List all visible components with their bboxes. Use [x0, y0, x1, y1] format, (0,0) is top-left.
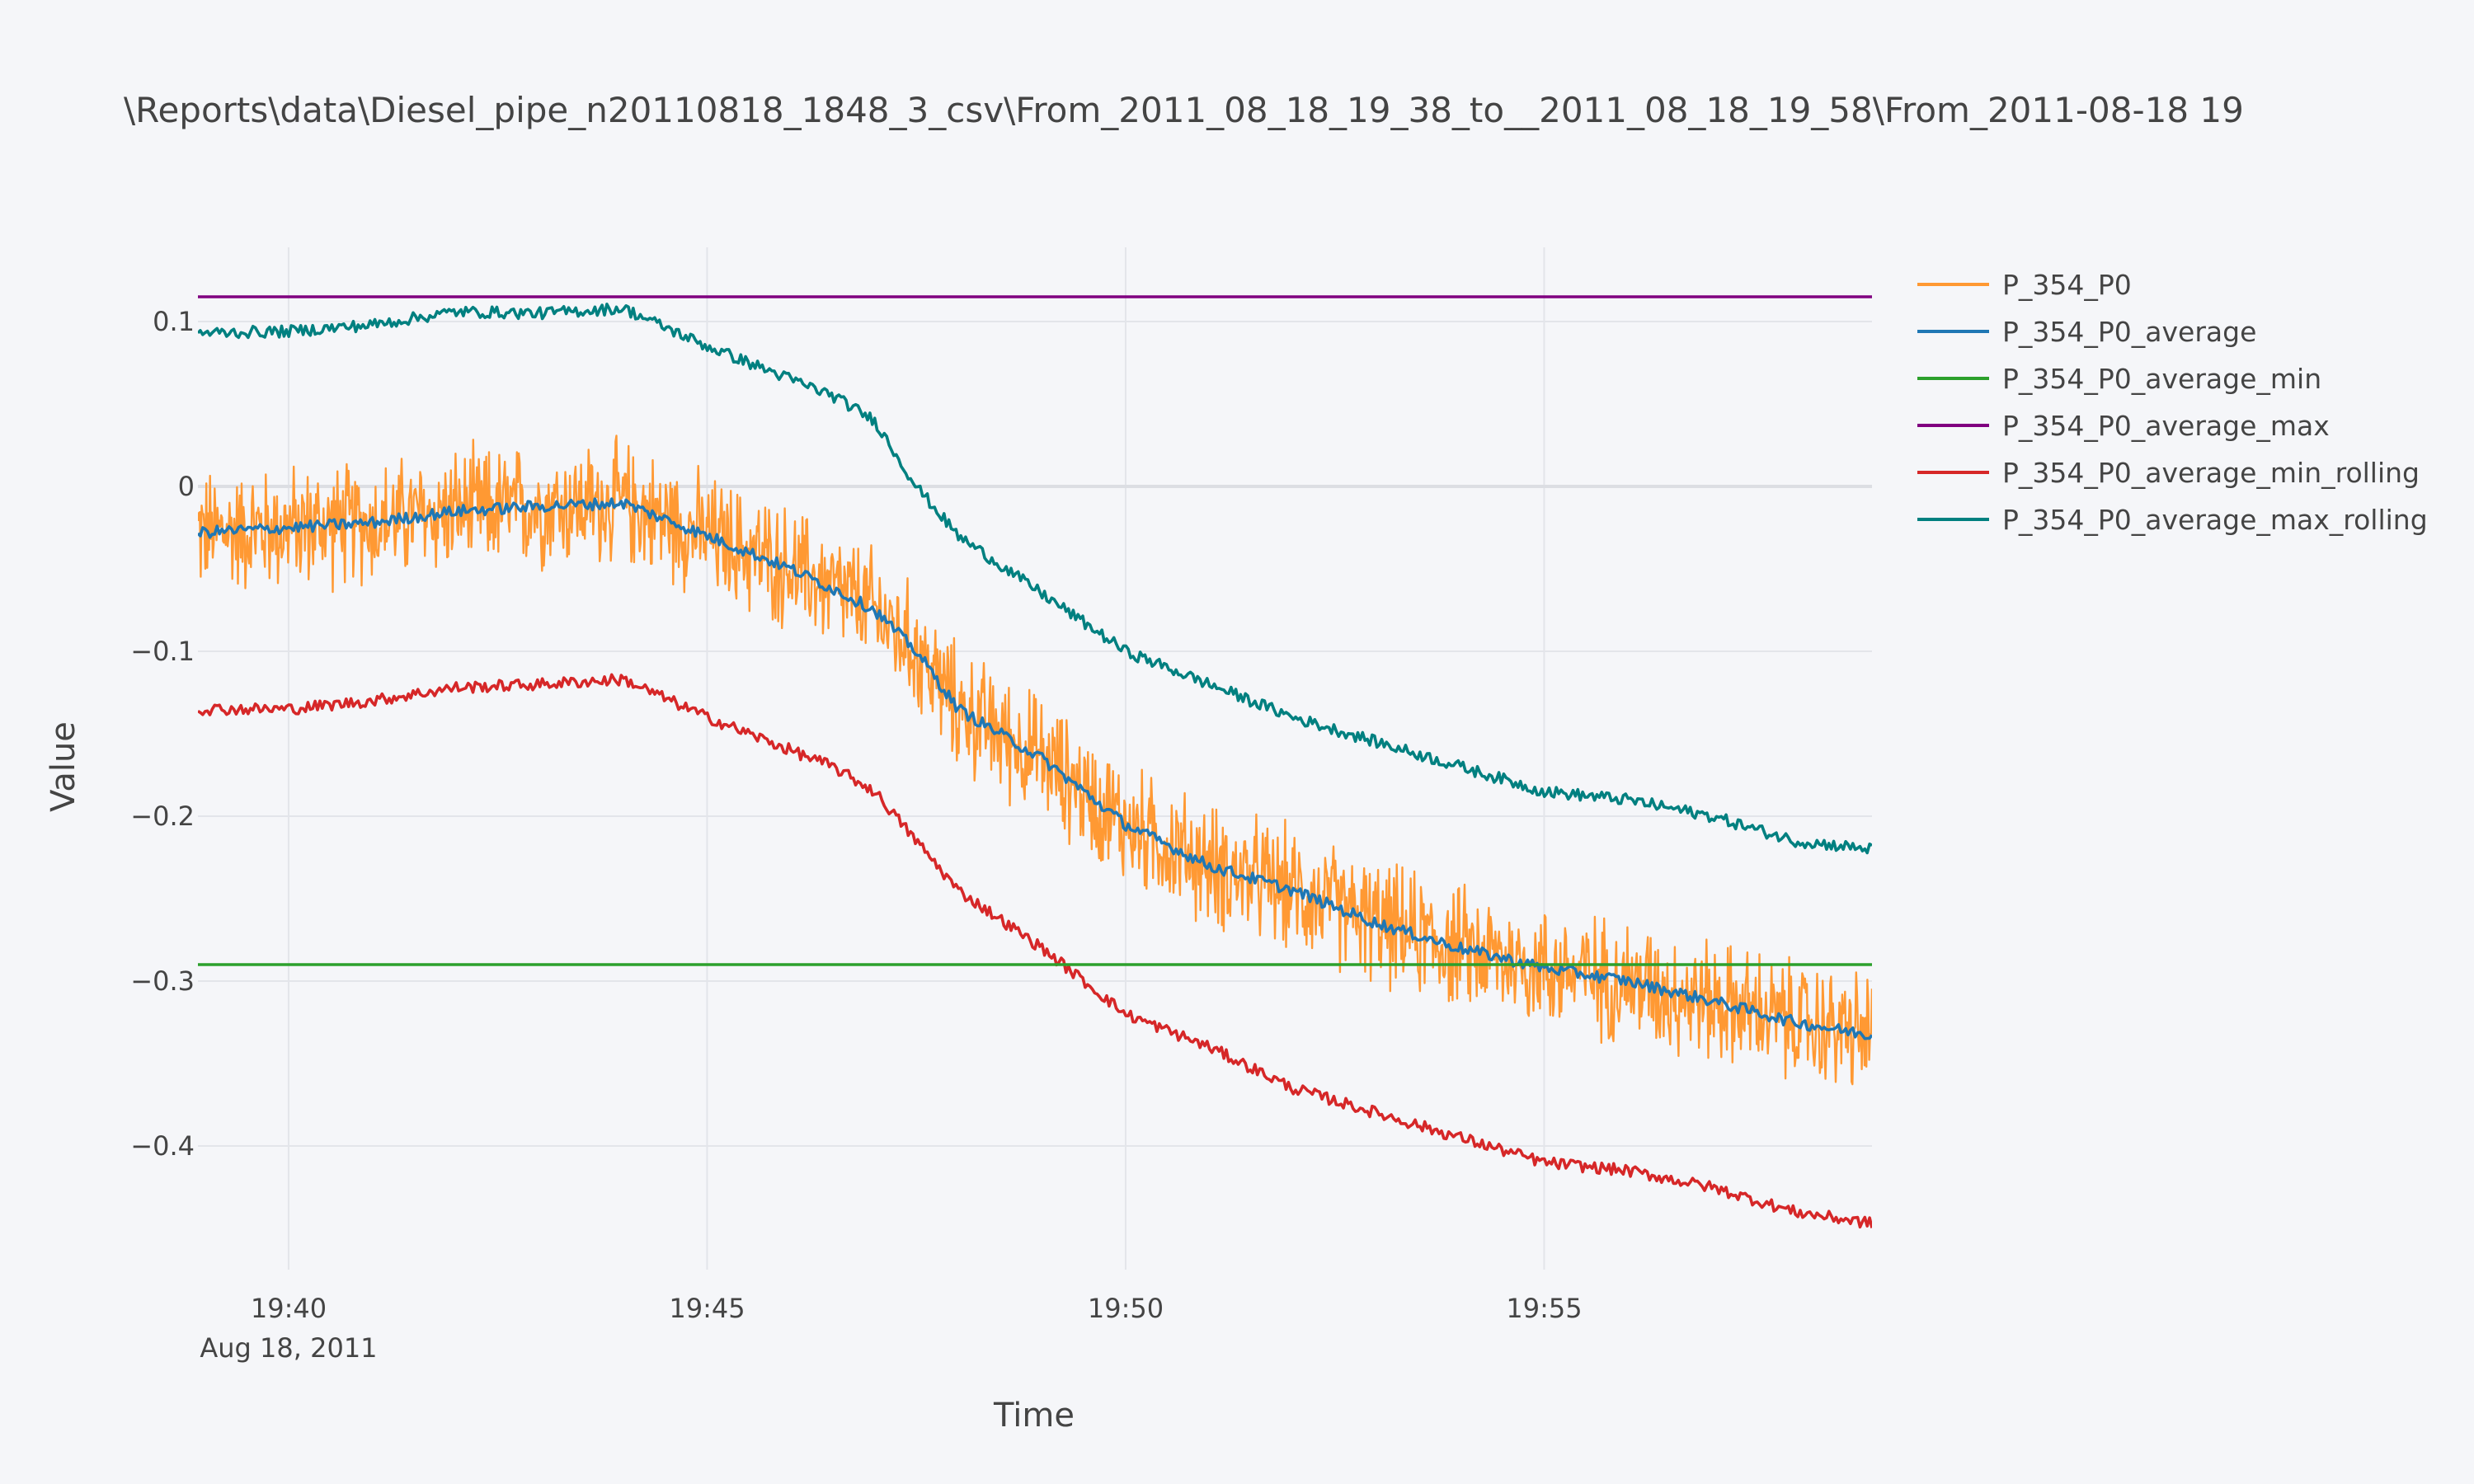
legend[interactable]: P_354_P0 P_354_P0_average P_354_P0_average… — [1917, 269, 2428, 536]
y-tick-label: −0.3 — [130, 965, 195, 997]
legend-item[interactable]: P_354_P0_average_max_rolling — [1917, 504, 2428, 536]
x-tick-label: 19:40 — [251, 1293, 327, 1324]
x-tick-label: 19:45 — [669, 1293, 745, 1324]
series-layer — [198, 295, 1872, 1229]
legend-label: P_354_P0_average — [2002, 316, 2256, 348]
x-tick-label: 19:55 — [1506, 1293, 1582, 1324]
series-line-p-354-p0-average-min-rolling — [198, 673, 1872, 1229]
y-tick-label: 0 — [178, 471, 195, 502]
y-tick-label: 0.1 — [153, 306, 195, 337]
legend-label: P_354_P0_average_max — [2002, 410, 2330, 442]
legend-item[interactable]: P_354_P0_average_min_rolling — [1917, 457, 2420, 489]
x-tick-sublabel: Aug 18, 2011 — [200, 1332, 377, 1364]
legend-item[interactable]: P_354_P0 — [1917, 269, 2132, 301]
grid — [198, 247, 1872, 1270]
legend-label: P_354_P0_average_min — [2002, 363, 2321, 395]
legend-item[interactable]: P_354_P0_average_min — [1917, 363, 2321, 395]
legend-item[interactable]: P_354_P0_average — [1917, 316, 2256, 348]
x-tick-label: 19:50 — [1088, 1293, 1164, 1324]
legend-label: P_354_P0_average_min_rolling — [2002, 457, 2420, 489]
y-axis-title: Value — [45, 721, 82, 812]
y-tick-label: −0.4 — [130, 1130, 195, 1162]
series-line-p-354-p0 — [198, 434, 1872, 1086]
y-tick-label: −0.1 — [130, 636, 195, 667]
ticks: 19:40 Aug 18, 2011 19:45 19:50 19:55 0.1 0 −0.1… — [130, 306, 1582, 1364]
legend-label: P_354_P0_average_max_rolling — [2002, 504, 2428, 536]
x-axis-title: Time — [993, 1397, 1075, 1435]
legend-label: P_354_P0 — [2002, 269, 2132, 301]
series-line-p-354-p0-average — [198, 497, 1872, 1040]
chart-title: \Reports\data\Diesel_pipe_n20110818_1848… — [124, 90, 2244, 130]
series-line-p-354-p0-average-max-rolling — [198, 303, 1872, 855]
legend-item[interactable]: P_354_P0_average_max — [1917, 410, 2330, 442]
y-tick-label: −0.2 — [130, 801, 195, 832]
